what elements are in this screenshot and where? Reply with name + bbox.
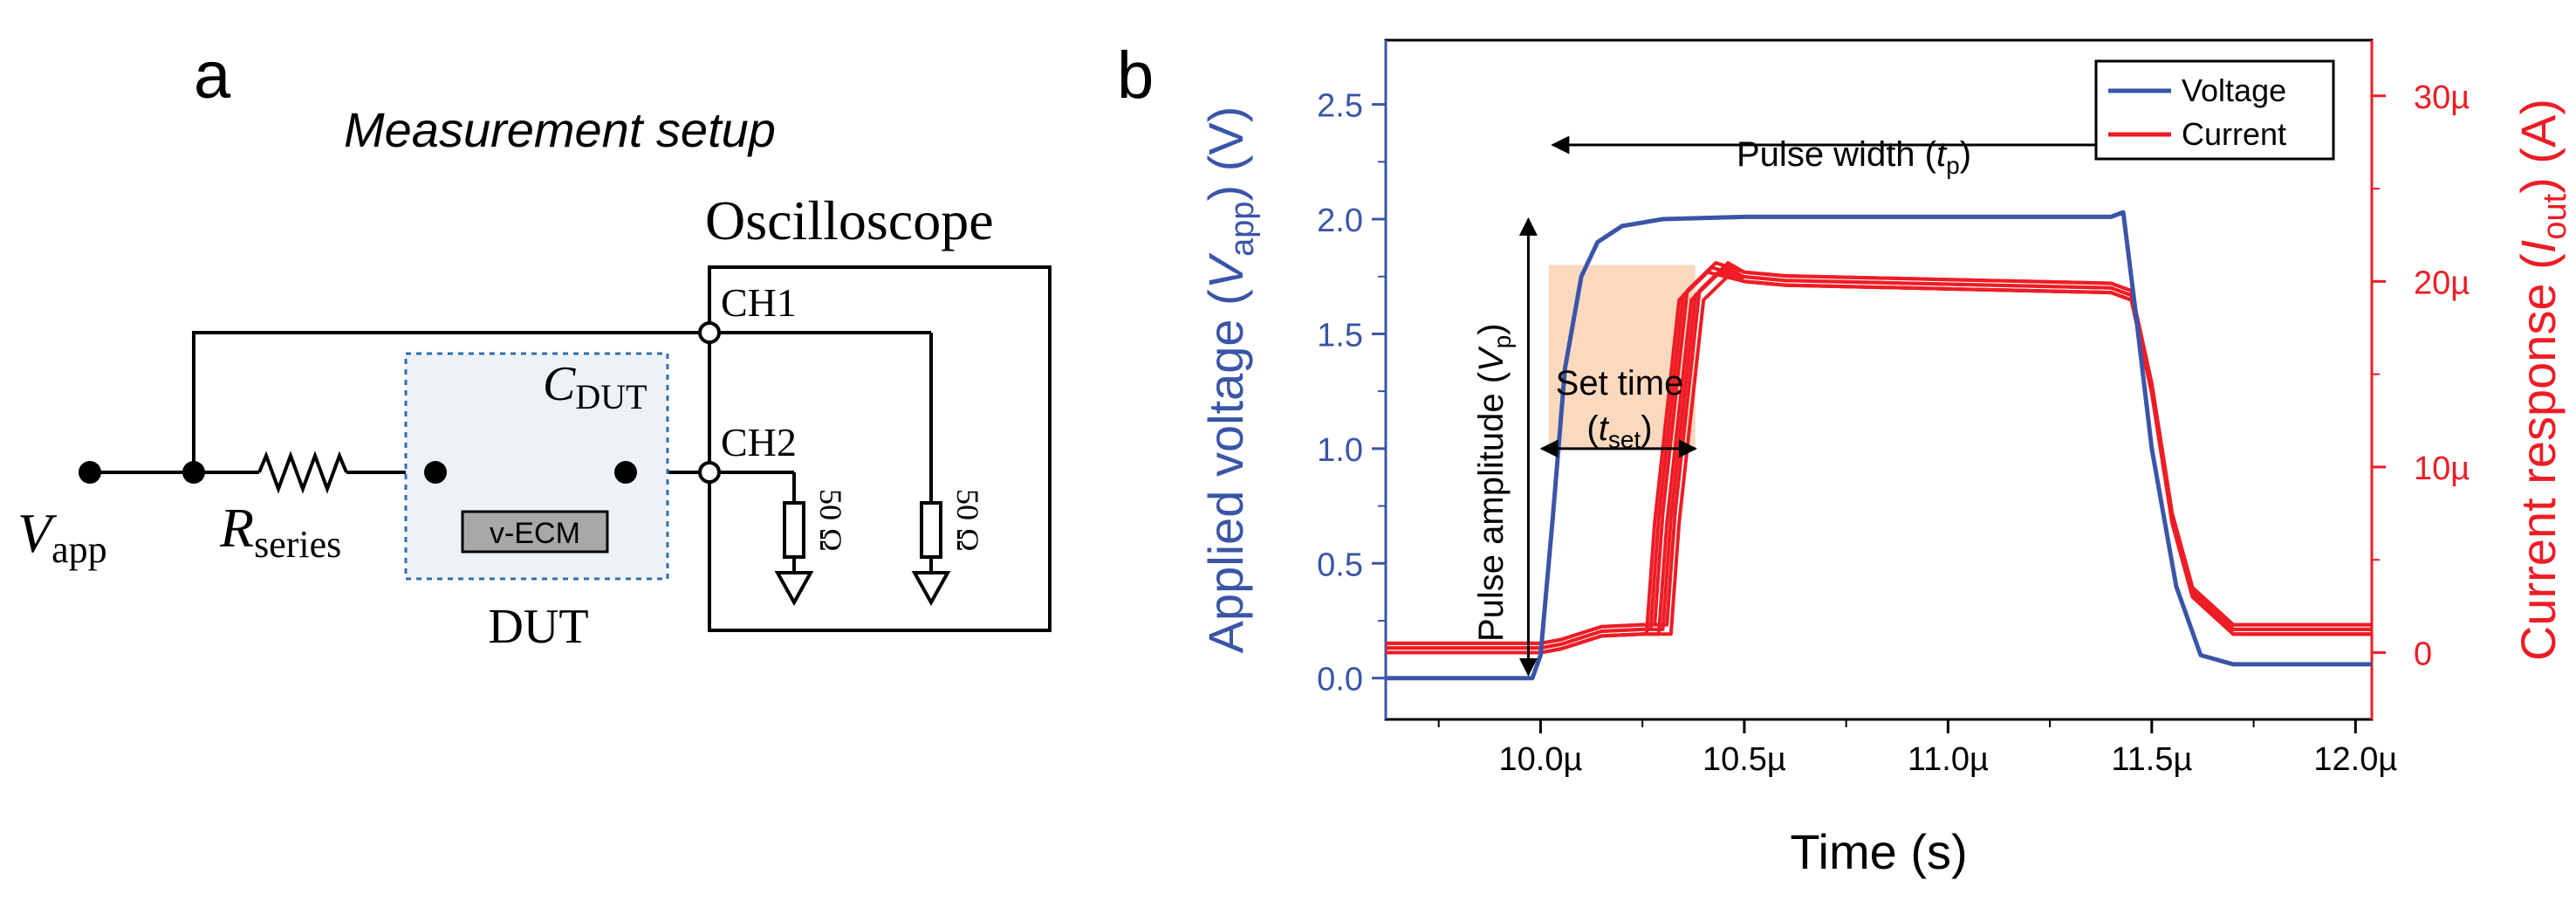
y-right-axis-title: Current response (Iout) (A) xyxy=(2511,99,2573,661)
ch2-label: CH2 xyxy=(721,420,797,464)
y-left-tick-label: 0.5 xyxy=(1317,547,1363,583)
current-trace xyxy=(1386,261,2372,645)
y-left-tick-label: 1.0 xyxy=(1317,432,1363,469)
oscilloscope-label: Oscilloscope xyxy=(705,189,994,251)
chart-layer: 10.0µ 10.5µ 11.0µ 11.5µ 12.0µ 0.0 0.5 1.0 1.5 2.0… xyxy=(1317,40,2470,778)
current-trace xyxy=(1386,270,2372,655)
x-tick-label: 10.0µ xyxy=(1499,741,1583,778)
current-trace xyxy=(1386,265,2372,650)
dut-label: DUT xyxy=(488,600,588,654)
y-left-axis-title: Applied voltage (Vapp) (V) xyxy=(1198,107,1261,654)
vapp-terminal xyxy=(79,461,101,484)
legend-current-label: Current xyxy=(2182,116,2286,152)
ch1-label: CH1 xyxy=(721,280,797,325)
pulse-amplitude-label: Pulse amplitude (Vp) xyxy=(1472,323,1516,642)
rseries-label: Rseries xyxy=(219,497,341,566)
setup-title: Measurement setup xyxy=(344,102,776,157)
termination-ch1-label: 50 Ω xyxy=(950,489,985,552)
junction-dots xyxy=(79,461,637,484)
y-right-tick-label: 10µ xyxy=(2414,450,2470,487)
y-left-tick-label: 0.0 xyxy=(1317,662,1363,698)
y-right-tick-label: 20µ xyxy=(2414,265,2470,301)
current-trace xyxy=(1386,261,2372,645)
cdut-label: CDUT xyxy=(543,357,647,416)
termination-ch1 xyxy=(911,501,951,607)
ch2-port xyxy=(698,461,721,484)
channel-ports xyxy=(698,321,721,484)
ch1-port xyxy=(698,321,721,344)
device-block xyxy=(461,510,609,554)
y-left-tick-label: 2.5 xyxy=(1317,88,1363,125)
termination-ch2-label: 50 Ω xyxy=(813,489,848,552)
x-tick-label: 12.0µ xyxy=(2313,741,2397,778)
legend-voltage-label: Voltage xyxy=(2182,72,2286,108)
set-time-symbol: (tset) xyxy=(1586,409,1652,453)
x-tick-label: 11.0µ xyxy=(1908,741,1989,778)
panel-b-letter: b xyxy=(1117,38,1154,113)
x-axis-title: Time (s) xyxy=(1790,824,1967,879)
x-tick-label: 10.5µ xyxy=(1702,741,1786,778)
resistor-symbol xyxy=(257,450,348,494)
y-right-tick-label: 0 xyxy=(2414,636,2432,672)
panel-a: a Measurement setup Oscilloscope xyxy=(17,38,1052,654)
voltage-trace xyxy=(1386,210,2372,681)
y-left-tick-label: 1.5 xyxy=(1317,317,1363,354)
termination-ch2 xyxy=(774,501,814,607)
x-tick-label: 11.5µ xyxy=(2111,741,2192,778)
legend-box xyxy=(2094,59,2335,161)
current-trace xyxy=(1386,270,2372,655)
pulse-width-label: Pulse width (tp) xyxy=(1737,135,1971,179)
panel-b: b 10.0µ 10.5µ 11.0µ 11.5µ 12.0µ 0.0 0.5 1.0 1.5 2… xyxy=(1117,38,2573,879)
device-label: v-ECM xyxy=(490,517,580,550)
legend: Voltage Current xyxy=(2094,59,2335,161)
y-right-tick-label: 30µ xyxy=(2414,79,2470,116)
current-trace xyxy=(1386,270,2372,655)
set-time-label: Set time xyxy=(1556,364,1684,402)
y-left-tick-label: 2.0 xyxy=(1317,203,1363,239)
vapp-label: Vapp xyxy=(17,502,107,571)
current-trace xyxy=(1386,265,2372,650)
panel-a-letter: a xyxy=(194,38,231,113)
